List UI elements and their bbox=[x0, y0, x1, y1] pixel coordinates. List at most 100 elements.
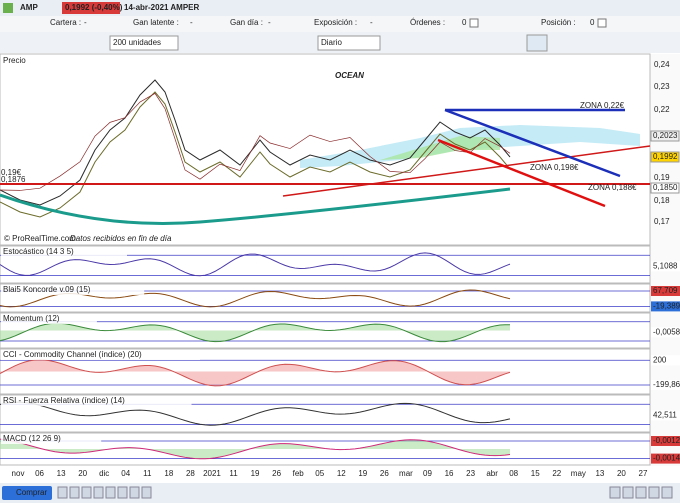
trend-blue bbox=[444, 108, 621, 178]
indicator-title: RSI - Fuerza Relativa (índice) (14) bbox=[3, 396, 125, 405]
indicator-title: Blai5 Koncorde v.09 (15) bbox=[3, 285, 91, 294]
x-axis-label: 28 bbox=[186, 469, 195, 478]
indicator-value-bg bbox=[651, 380, 680, 390]
icon-button[interactable] bbox=[597, 18, 607, 28]
indicator-panel bbox=[0, 245, 651, 284]
trend-teal bbox=[0, 187, 511, 225]
x-axis-label: 04 bbox=[121, 469, 130, 478]
header-bar bbox=[0, 0, 680, 16]
tool-icon[interactable] bbox=[117, 486, 128, 499]
title-bg bbox=[1, 247, 127, 257]
price-marker-label: 0,1850 bbox=[653, 183, 678, 192]
x-axis-label: 22 bbox=[552, 469, 561, 478]
cloud-green bbox=[380, 136, 500, 160]
indicator-value: 200 bbox=[653, 355, 667, 364]
period-select[interactable] bbox=[317, 35, 381, 51]
account-value: - bbox=[268, 18, 271, 27]
account-value: - bbox=[84, 18, 87, 27]
title-bg bbox=[1, 350, 201, 360]
left-label: 0,1876 bbox=[1, 175, 26, 184]
indicator-area bbox=[0, 323, 510, 342]
account-label: Órdenes : bbox=[410, 18, 445, 27]
chart-tool[interactable] bbox=[526, 34, 548, 52]
price-panel bbox=[0, 53, 651, 246]
indicator-value-bg bbox=[651, 301, 680, 312]
indicator-value-bg bbox=[651, 286, 680, 296]
indicator-value-bg bbox=[651, 410, 680, 421]
price-axis-label: 0,22 bbox=[654, 105, 670, 114]
indicator-line bbox=[0, 289, 511, 308]
indicator-title: Estocástico (14 3 5) bbox=[3, 247, 74, 256]
x-axis-label: 11 bbox=[229, 469, 238, 478]
buy-label: Comprar bbox=[16, 488, 47, 497]
x-axis-label: nov bbox=[12, 469, 25, 478]
account-value: - bbox=[190, 18, 193, 27]
indicator-line bbox=[0, 438, 511, 460]
indicator-value-bg bbox=[651, 355, 680, 366]
icon-button[interactable] bbox=[469, 18, 479, 28]
x-axis-label: feb bbox=[293, 469, 305, 478]
tool-icon[interactable] bbox=[105, 486, 116, 499]
x-axis-label: 11 bbox=[143, 469, 152, 478]
x-axis-label: 08 bbox=[509, 469, 518, 478]
tool-icon[interactable] bbox=[648, 486, 660, 499]
x-axis-label: mar bbox=[399, 469, 413, 478]
ma-line bbox=[0, 91, 511, 218]
tool-icon[interactable] bbox=[141, 486, 152, 499]
symbol-icon bbox=[3, 3, 13, 13]
zone-label: ZONA 0,198€ bbox=[530, 163, 579, 172]
tool-icon[interactable] bbox=[609, 486, 621, 499]
indicator-value: -19,389 bbox=[653, 302, 680, 311]
x-axis-label: 12 bbox=[337, 469, 346, 478]
indicator-panel bbox=[0, 283, 651, 313]
tool-icon[interactable] bbox=[635, 486, 647, 499]
x-axis-label: 06 bbox=[35, 469, 44, 478]
panel-title: Precio bbox=[3, 56, 26, 65]
price-axis-label: 0,24 bbox=[654, 60, 670, 69]
tool-icon[interactable] bbox=[69, 486, 80, 499]
tool-icon[interactable] bbox=[81, 486, 92, 499]
tool-icon[interactable] bbox=[129, 486, 140, 499]
quantity-select[interactable] bbox=[109, 35, 179, 51]
x-axis-label: 05 bbox=[315, 469, 324, 478]
zone-label: ZONA 0,22€ bbox=[580, 101, 625, 110]
indicator-value-bg bbox=[651, 436, 680, 446]
price-axis-label: 0,18 bbox=[654, 196, 670, 205]
indicator-line bbox=[0, 252, 511, 277]
x-axis-label: 23 bbox=[466, 469, 475, 478]
note: Datos recibidos en fin de día bbox=[70, 234, 172, 243]
period: Diario bbox=[321, 38, 342, 47]
x-axis-label: 13 bbox=[595, 469, 604, 478]
trend-red bbox=[437, 138, 606, 208]
date-name: 14-abr-2021 AMPER bbox=[124, 3, 200, 12]
x-axis-label: 19 bbox=[358, 469, 367, 478]
indicator-panel bbox=[0, 348, 651, 395]
indicator-value: -0,0014 bbox=[653, 454, 680, 463]
indicator-value: 67,709 bbox=[653, 286, 678, 295]
tool-icon[interactable] bbox=[93, 486, 104, 499]
x-axis-label: 27 bbox=[639, 469, 648, 478]
x-axis-label: 26 bbox=[380, 469, 389, 478]
tool-icon[interactable] bbox=[661, 486, 673, 499]
tool-icon[interactable] bbox=[622, 486, 634, 499]
price-marker-label: 0,1992 bbox=[653, 152, 678, 161]
tool-icon[interactable] bbox=[57, 486, 68, 499]
account-bar bbox=[0, 16, 680, 32]
left-label: 0,19€ bbox=[1, 168, 22, 177]
price-axis-label: 0,23 bbox=[654, 82, 670, 91]
x-axis-label: 09 bbox=[423, 469, 432, 478]
x-axis-label: 26 bbox=[272, 469, 281, 478]
buy-button[interactable] bbox=[2, 486, 52, 500]
account-label: Cartera : bbox=[50, 18, 81, 27]
x-axis-label: may bbox=[571, 469, 586, 478]
account-label: Gan latente : bbox=[133, 18, 179, 27]
x-axis-label: 13 bbox=[57, 469, 66, 478]
x-axis-label: 15 bbox=[531, 469, 540, 478]
indicator-line bbox=[0, 401, 511, 426]
indicator-title: MACD (12 26 9) bbox=[3, 434, 61, 443]
x-axis-label: 20 bbox=[78, 469, 87, 478]
indicator-panel bbox=[0, 432, 651, 466]
zone-label: ZONA 0,188€ bbox=[588, 183, 637, 192]
x-axis-label: 19 bbox=[251, 469, 260, 478]
